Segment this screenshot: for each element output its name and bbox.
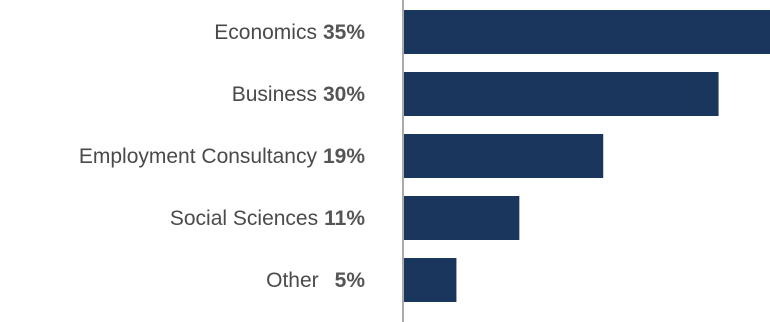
value-label: 5% bbox=[335, 269, 366, 292]
value-label: 19% bbox=[323, 145, 365, 168]
category-label: Employment Consultancy bbox=[79, 145, 318, 168]
category-label: Business bbox=[232, 83, 317, 106]
bar-other bbox=[404, 258, 457, 302]
bar-economics bbox=[404, 10, 770, 54]
category-label: Other bbox=[266, 269, 319, 292]
bar-employment-consultancy bbox=[404, 134, 604, 178]
category-label: Economics bbox=[214, 21, 317, 44]
value-label: 11% bbox=[324, 207, 365, 230]
bar-business bbox=[404, 72, 719, 116]
bar-social-sciences bbox=[404, 196, 520, 240]
bars-group bbox=[404, 10, 770, 302]
value-label: 30% bbox=[323, 83, 365, 106]
value-label: 35% bbox=[323, 21, 365, 44]
category-label: Social Sciences bbox=[170, 207, 318, 230]
labels-group: 35% Economics 30% Business 19%Employment Con… bbox=[79, 21, 365, 292]
